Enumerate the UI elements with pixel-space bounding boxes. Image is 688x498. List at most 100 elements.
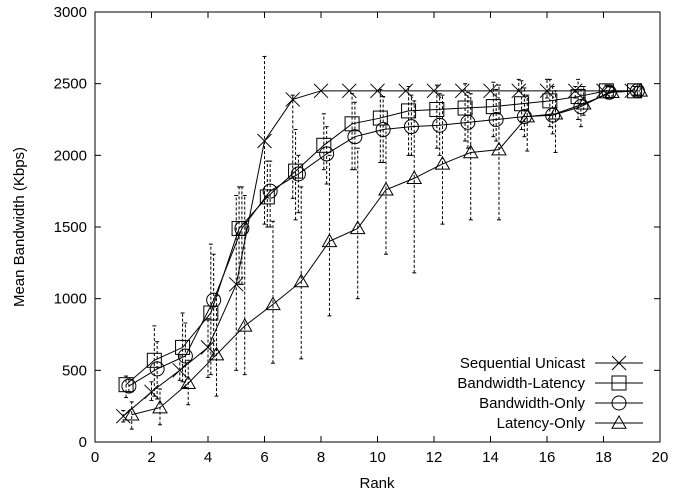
x-tick-label: 2 (147, 449, 155, 466)
x-tick-label: 18 (595, 449, 612, 466)
data-point (432, 117, 448, 133)
marker-stroke (257, 133, 272, 149)
series-markers (115, 82, 649, 424)
y-tick-label: 0 (79, 434, 87, 451)
x-axis-title: Rank (359, 475, 395, 492)
data-point (319, 146, 335, 162)
series-line (131, 90, 641, 416)
y-tick-label: 2000 (54, 147, 87, 164)
data-point (115, 408, 131, 424)
data-point (627, 83, 643, 99)
marker-stroke (313, 83, 329, 99)
marker-stroke (483, 83, 498, 99)
data-point (370, 83, 385, 99)
x-tick-label: 10 (369, 449, 386, 466)
data-point (200, 340, 216, 355)
legend-label: Bandwidth-Only (479, 395, 585, 412)
legend-label: Sequential Unicast (460, 355, 586, 372)
data-point (542, 93, 558, 109)
data-point (175, 339, 191, 355)
data-point (434, 155, 451, 170)
x-tick-label: 6 (260, 449, 268, 466)
legend-marker (611, 414, 627, 429)
data-point (426, 83, 442, 99)
data-point (146, 352, 162, 368)
y-tick-label: 1000 (54, 291, 87, 308)
data-point (177, 348, 193, 364)
data-point (313, 83, 329, 99)
data-point (511, 83, 527, 99)
data-point (457, 100, 473, 116)
x-tick-label: 0 (91, 449, 99, 466)
y-tick-label: 2500 (54, 76, 87, 93)
series-line (125, 90, 635, 386)
data-point (321, 233, 338, 248)
data-point (462, 144, 479, 159)
marker-stroke (200, 340, 216, 355)
x-tick-label: 20 (652, 449, 669, 466)
data-point (488, 112, 504, 127)
data-point (118, 377, 134, 393)
marker-stroke (511, 83, 527, 99)
data-point (632, 82, 649, 97)
y-axis-title: Mean Bandwidth (Kbps) (11, 147, 28, 307)
data-point (293, 273, 310, 288)
legend: Sequential Unicast Bandwidth-Latency Bandw… (457, 355, 643, 432)
marker-stroke (144, 384, 159, 400)
marker-stroke (228, 276, 244, 292)
data-point (545, 107, 561, 123)
x-tick-label: 12 (426, 449, 443, 466)
series-line (128, 90, 638, 387)
data-point (491, 141, 507, 156)
axis-ticks (94, 11, 661, 443)
data-point (288, 163, 304, 179)
marker-stroke (426, 83, 442, 99)
data-point (285, 92, 301, 107)
data-point (378, 181, 394, 196)
data-point (228, 276, 244, 292)
tick-labels: 0 2 4 6 8 10 12 14 16 18 20 0 500 1000 1500 2000 2500 300… (54, 4, 669, 466)
data-point (403, 119, 419, 135)
legend-marker (611, 395, 627, 411)
data-point (406, 170, 423, 185)
data-point (149, 361, 165, 377)
data-point (604, 84, 620, 99)
data-point (144, 384, 159, 400)
data-point (236, 317, 253, 332)
data-point (234, 220, 250, 236)
data-point (398, 83, 414, 99)
data-point (206, 292, 222, 308)
marker-stroke (172, 362, 188, 378)
data-point (316, 137, 332, 153)
y-tick-label: 3000 (54, 4, 87, 21)
data-point (519, 108, 536, 123)
data-point (401, 103, 417, 119)
data-point (429, 101, 445, 117)
marker-stroke (341, 83, 357, 99)
x-tick-label: 14 (482, 449, 499, 466)
data-point (483, 83, 498, 99)
data-point (231, 220, 247, 236)
data-point (341, 83, 357, 99)
data-point (575, 95, 592, 110)
marker-stroke (398, 83, 414, 99)
data-point (349, 220, 366, 235)
legend-label: Bandwidth-Latency (457, 375, 585, 392)
data-point (152, 399, 168, 414)
data-point (121, 378, 137, 394)
legend-marker (611, 375, 627, 391)
data-point (208, 346, 225, 361)
data-point (257, 133, 272, 149)
marker-stroke (611, 355, 627, 371)
x-tick-label: 16 (539, 449, 556, 466)
data-point (347, 129, 363, 145)
legend-marker (611, 355, 627, 371)
marker-stroke (115, 408, 131, 424)
y-tick-label: 500 (62, 362, 87, 379)
data-point (547, 105, 564, 120)
data-point (460, 114, 476, 130)
data-point (265, 296, 281, 311)
y-tick-label: 1500 (54, 219, 87, 236)
